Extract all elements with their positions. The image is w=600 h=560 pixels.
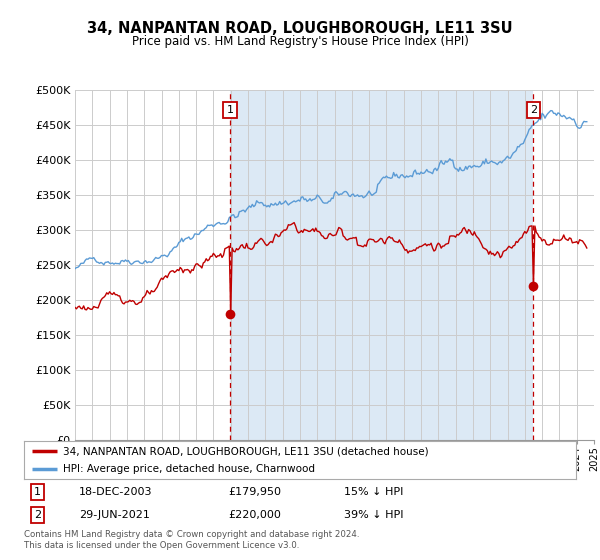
Text: 39% ↓ HPI: 39% ↓ HPI	[344, 510, 404, 520]
Text: 18-DEC-2003: 18-DEC-2003	[79, 487, 152, 497]
Text: 29-JUN-2021: 29-JUN-2021	[79, 510, 150, 520]
Text: 34, NANPANTAN ROAD, LOUGHBOROUGH, LE11 3SU: 34, NANPANTAN ROAD, LOUGHBOROUGH, LE11 3…	[87, 21, 513, 36]
Text: HPI: Average price, detached house, Charnwood: HPI: Average price, detached house, Char…	[62, 464, 314, 474]
Text: 2: 2	[34, 510, 41, 520]
Text: 1: 1	[227, 105, 233, 115]
Text: 34, NANPANTAN ROAD, LOUGHBOROUGH, LE11 3SU (detached house): 34, NANPANTAN ROAD, LOUGHBOROUGH, LE11 3…	[62, 446, 428, 456]
Text: Price paid vs. HM Land Registry's House Price Index (HPI): Price paid vs. HM Land Registry's House …	[131, 35, 469, 48]
Text: 1: 1	[34, 487, 41, 497]
Text: 2: 2	[530, 105, 537, 115]
Text: £220,000: £220,000	[228, 510, 281, 520]
Text: Contains HM Land Registry data © Crown copyright and database right 2024.
This d: Contains HM Land Registry data © Crown c…	[24, 530, 359, 550]
Text: £179,950: £179,950	[228, 487, 281, 497]
Text: 15% ↓ HPI: 15% ↓ HPI	[344, 487, 404, 497]
Bar	[230, 90, 533, 440]
